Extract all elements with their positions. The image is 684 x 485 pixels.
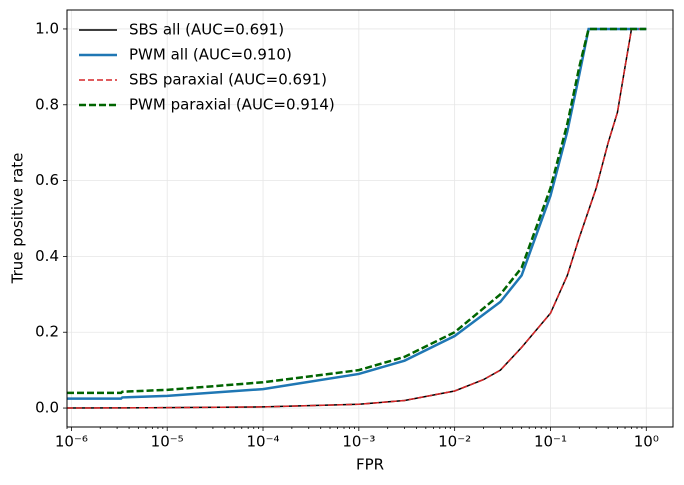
y-tick-label: 0.8 [35,95,59,113]
x-tick-label: 10⁻⁵ [151,433,184,451]
x-tick-label: 10⁻³ [342,433,375,451]
legend-label: PWM all (AUC=0.910) [129,46,292,64]
y-axis-label: True positive rate [9,153,27,285]
y-tick-label: 0.4 [35,247,59,265]
x-axis-label: FPR [356,456,384,474]
legend-label: SBS all (AUC=0.691) [129,21,284,39]
roc-line [66,28,647,409]
x-tick-label: 10⁻⁶ [55,433,88,451]
x-tick-label: 10⁻¹ [534,433,567,451]
x-tick-label: 10⁻² [438,433,471,451]
roc-line [67,27,647,400]
plot-frame [66,9,674,428]
roc-line [67,27,647,395]
y-tick-label: 0.2 [35,323,59,341]
legend-label: PWM paraxial (AUC=0.914) [129,96,335,114]
legend-label: SBS paraxial (AUC=0.691) [129,71,327,89]
x-tick-label: 10⁻⁴ [247,433,280,451]
x-tick-label: 10⁰ [634,433,659,451]
y-tick-label: 1.0 [35,19,59,37]
y-tick-label: 0.6 [35,171,59,189]
y-tick-label: 0.0 [35,399,59,417]
